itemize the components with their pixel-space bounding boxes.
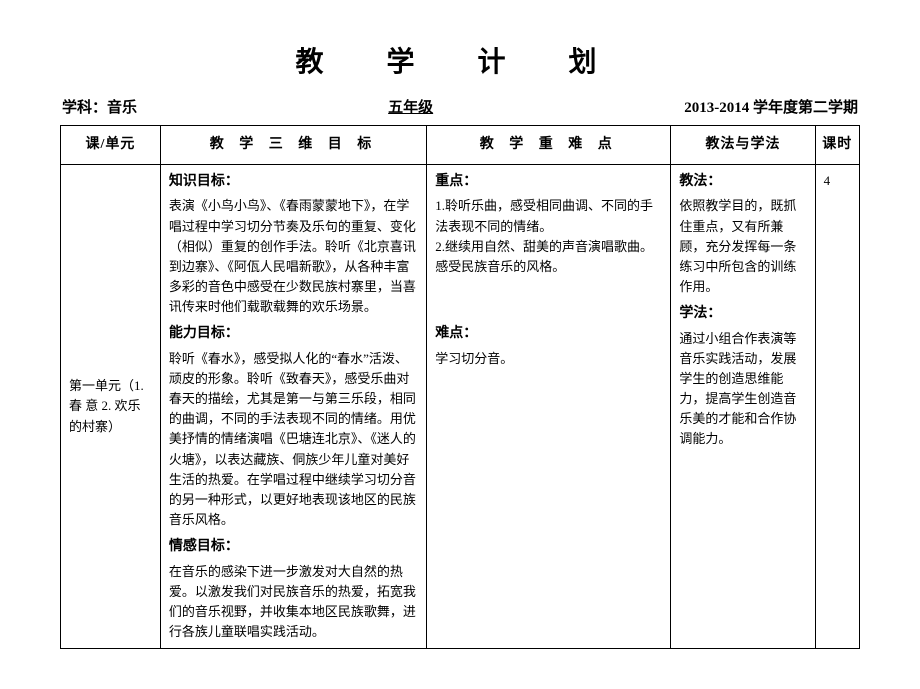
grade-label: 五年级 [388, 96, 433, 117]
goal-cell: 知识目标： 表演《小鸟小鸟》、《春雨蒙蒙地下》，在学唱过程中学习切分节奏及乐句的… [160, 164, 426, 649]
header-unit: 课/单元 [61, 126, 161, 165]
goal-head-emotion: 情感目标： [169, 536, 418, 558]
header-method: 教法与学法 [671, 126, 815, 165]
header-hours: 课时 [815, 126, 859, 165]
spacer [435, 277, 662, 317]
focus-text-1: 1.聆听乐曲，感受相同曲调、不同的手法表现不同的情绪。 [435, 196, 662, 236]
page-title: 教 学 计 划 [60, 40, 860, 80]
table-row: 第一单元（1. 春 意 2. 欢乐的村寨） 知识目标： 表演《小鸟小鸟》、《春雨… [61, 164, 860, 649]
method-head-learn: 学法： [679, 303, 806, 325]
focus-head-hard: 难点： [435, 323, 662, 345]
goal-text-knowledge: 表演《小鸟小鸟》、《春雨蒙蒙地下》，在学唱过程中学习切分节奏及乐句的重复、变化（… [169, 196, 418, 317]
hours-cell: 4 [815, 164, 859, 649]
term-label: 2013-2014 学年度第二学期 [684, 96, 858, 117]
focus-text-3: 学习切分音。 [435, 349, 662, 369]
header-focus: 教 学 重 难 点 [427, 126, 671, 165]
goal-text-ability: 聆听《春水》，感受拟人化的“春水”活泼、顽皮的形象。聆听《致春天》，感受乐曲对春… [169, 349, 418, 530]
method-cell: 教法： 依照教学目的，既抓住重点，又有所兼顾，充分发挥每一条练习中所包含的训练作… [671, 164, 815, 649]
unit-cell: 第一单元（1. 春 意 2. 欢乐的村寨） [61, 164, 161, 649]
goal-head-ability: 能力目标： [169, 323, 418, 345]
meta-row: 学科：音乐 五年级 2013-2014 学年度第二学期 [60, 96, 860, 117]
goal-text-emotion: 在音乐的感染下进一步激发对大自然的热爱。以激发我们对民族音乐的热爱，拓宽我们的音… [169, 562, 418, 643]
method-text-learn: 通过小组合作表演等音乐实践活动，发展学生的创造思维能力，提高学生创造音乐美的才能… [679, 329, 806, 450]
subject-label: 学科：音乐 [62, 96, 137, 117]
header-goal: 教 学 三 维 目 标 [160, 126, 426, 165]
goal-head-knowledge: 知识目标： [169, 171, 418, 193]
focus-head-key: 重点： [435, 171, 662, 193]
method-head-teach: 教法： [679, 171, 806, 193]
focus-cell: 重点： 1.聆听乐曲，感受相同曲调、不同的手法表现不同的情绪。 2.继续用自然、… [427, 164, 671, 649]
table-header-row: 课/单元 教 学 三 维 目 标 教 学 重 难 点 教法与学法 课时 [61, 126, 860, 165]
plan-table: 课/单元 教 学 三 维 目 标 教 学 重 难 点 教法与学法 课时 第一单元… [60, 125, 860, 649]
focus-text-2: 2.继续用自然、甜美的声音演唱歌曲。感受民族音乐的风格。 [435, 237, 662, 277]
method-text-teach: 依照教学目的，既抓住重点，又有所兼顾，充分发挥每一条练习中所包含的训练作用。 [679, 196, 806, 297]
